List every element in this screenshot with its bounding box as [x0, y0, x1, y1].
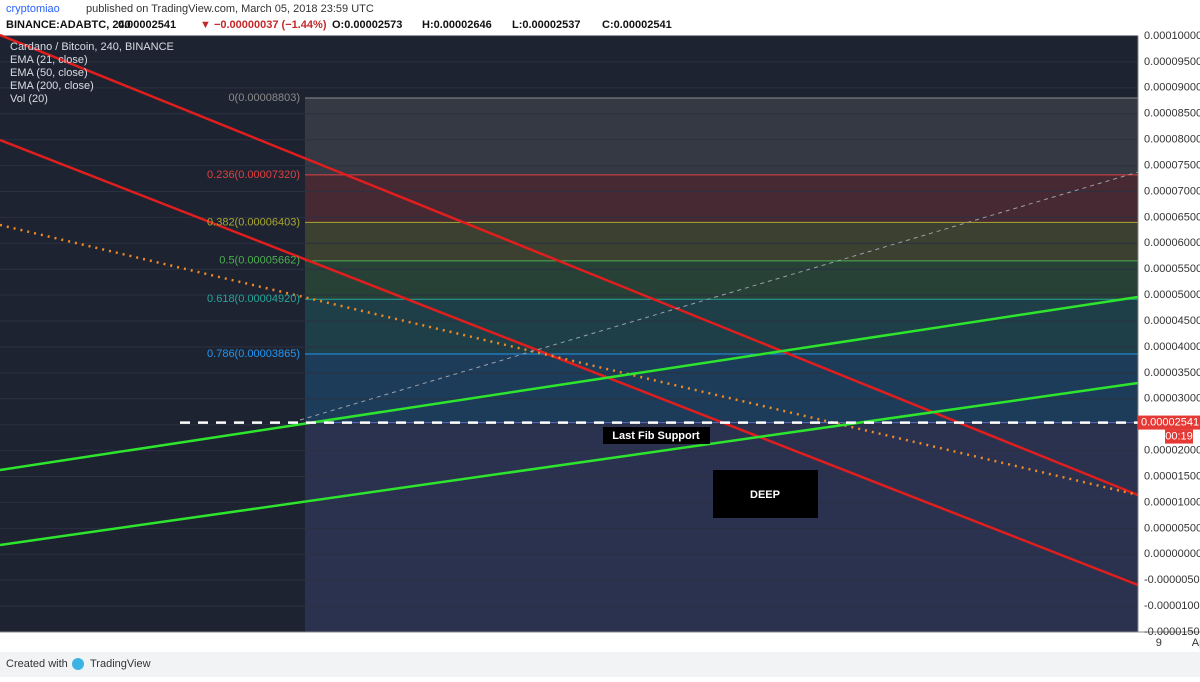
y-tick-label: 0.00005500 — [1144, 263, 1200, 275]
overlay: 0(0.00008803) 0.236(0.00007320) 0.382(0.00… — [10, 41, 1138, 518]
footer-created: Created with — [6, 658, 68, 670]
author: cryptomiao — [6, 3, 60, 15]
y-tick-label: 0.00001000 — [1144, 496, 1200, 508]
y-tick-label: 0.00008500 — [1144, 108, 1200, 120]
fib-zone — [305, 222, 1138, 261]
published: published on TradingView.com, March 05, … — [86, 3, 374, 15]
fib-zone — [305, 260, 1138, 300]
legend-indicator: Vol (20) — [10, 93, 48, 105]
y-tick-label: 0.00007500 — [1144, 159, 1200, 171]
ticker: BINANCE:ADABTC, 240 0.00002541 ▼ −0.0000… — [6, 19, 672, 31]
fib-zone — [305, 174, 1138, 223]
legend-title: Cardano / Bitcoin, 240, BINANCE — [10, 41, 174, 53]
logo — [72, 658, 84, 670]
y-axis — [1138, 36, 1200, 632]
fib-label: 0.786(0.00003865) — [207, 348, 300, 360]
timer-tag — [1165, 429, 1193, 444]
y-tick-label: 0.00004500 — [1144, 315, 1200, 327]
x-tick-label: Apr — [1192, 637, 1200, 649]
y-tick-label: 0.00001500 — [1144, 470, 1200, 482]
y-tick-label: 0.00006500 — [1144, 211, 1200, 223]
low: L:0.00002537 — [512, 19, 581, 31]
symbol: BINANCE:ADABTC, 240 — [6, 19, 131, 31]
fib-zone — [305, 422, 1138, 632]
legend-entry: EMA (200, close) — [10, 80, 94, 92]
y-tick-label: 0.00005000 — [1144, 289, 1200, 301]
annotation-box — [713, 470, 818, 518]
last: 0.00002541 — [118, 19, 176, 31]
y-tick-label: 0.00000000 — [1144, 548, 1200, 560]
trend-line — [0, 33, 1139, 497]
y-tick-label: 0.00008000 — [1144, 134, 1200, 146]
y-tick-label: 0.00000500 — [1144, 522, 1200, 534]
fib-zone — [305, 98, 1138, 175]
annotation-box — [603, 427, 710, 444]
y-tick-label: -0.00001000 — [1144, 600, 1200, 612]
y-tick-label: 0.00007000 — [1144, 185, 1200, 197]
y-tick-label: 0.00002000 — [1144, 445, 1200, 457]
timer-label: 00:19 — [1165, 430, 1193, 442]
y-tick-label: 0.00009500 — [1144, 56, 1200, 68]
x-tick-label: 9 — [1156, 637, 1162, 649]
trend-line — [0, 295, 1139, 472]
open: O:0.00002573 — [332, 19, 402, 31]
trend-line — [0, 223, 1139, 497]
price-tag — [1138, 415, 1200, 430]
footer — [0, 652, 1200, 677]
trend-line — [0, 138, 1139, 587]
fib-label: 0.236(0.00007320) — [207, 169, 300, 181]
legend-entry: EMA (21, close) — [10, 54, 88, 66]
fib-label: 0(0.00008803) — [228, 92, 300, 104]
y-tick-label: 0.00004000 — [1144, 341, 1200, 353]
change: ▼ −0.00000037 (−1.44%) — [200, 19, 327, 31]
y-tick-label: 0.00009000 — [1144, 82, 1200, 94]
close: C:0.00002541 — [602, 19, 672, 31]
fib-label: 0.382(0.00006403) — [207, 216, 300, 228]
annotation: DEEP — [750, 489, 780, 501]
y-tick-label: 0.00003500 — [1144, 367, 1200, 379]
trend-lines — [0, 33, 1139, 587]
plot-area — [0, 36, 1138, 632]
y-tick-label: 0.00006000 — [1144, 237, 1200, 249]
fib-zone — [305, 353, 1138, 423]
y-tick-label: -0.00001500 — [1144, 626, 1200, 638]
footer-brand: TradingView — [90, 658, 151, 670]
high: H:0.00002646 — [422, 19, 492, 31]
annotation: Last Fib Support — [612, 430, 700, 442]
price-tag-label: 0.00002541 — [1141, 416, 1199, 428]
axes: 0.00010000 0.00009500 0.00009000 0.00008500… — [1138, 30, 1200, 649]
fib-label: 0.618(0.00004920) — [207, 293, 300, 305]
y-tick-label: 0.00003000 — [1144, 393, 1200, 405]
trend-line — [0, 381, 1139, 547]
fib-label: 0.5(0.00005662) — [219, 255, 300, 267]
legend-entry: EMA (50, close) — [10, 67, 88, 79]
plot — [0, 35, 1200, 633]
y-tick-label: 0.00010000 — [1144, 30, 1200, 42]
trend-line — [299, 171, 1139, 421]
y-tick-label: -0.00000500 — [1144, 574, 1200, 586]
